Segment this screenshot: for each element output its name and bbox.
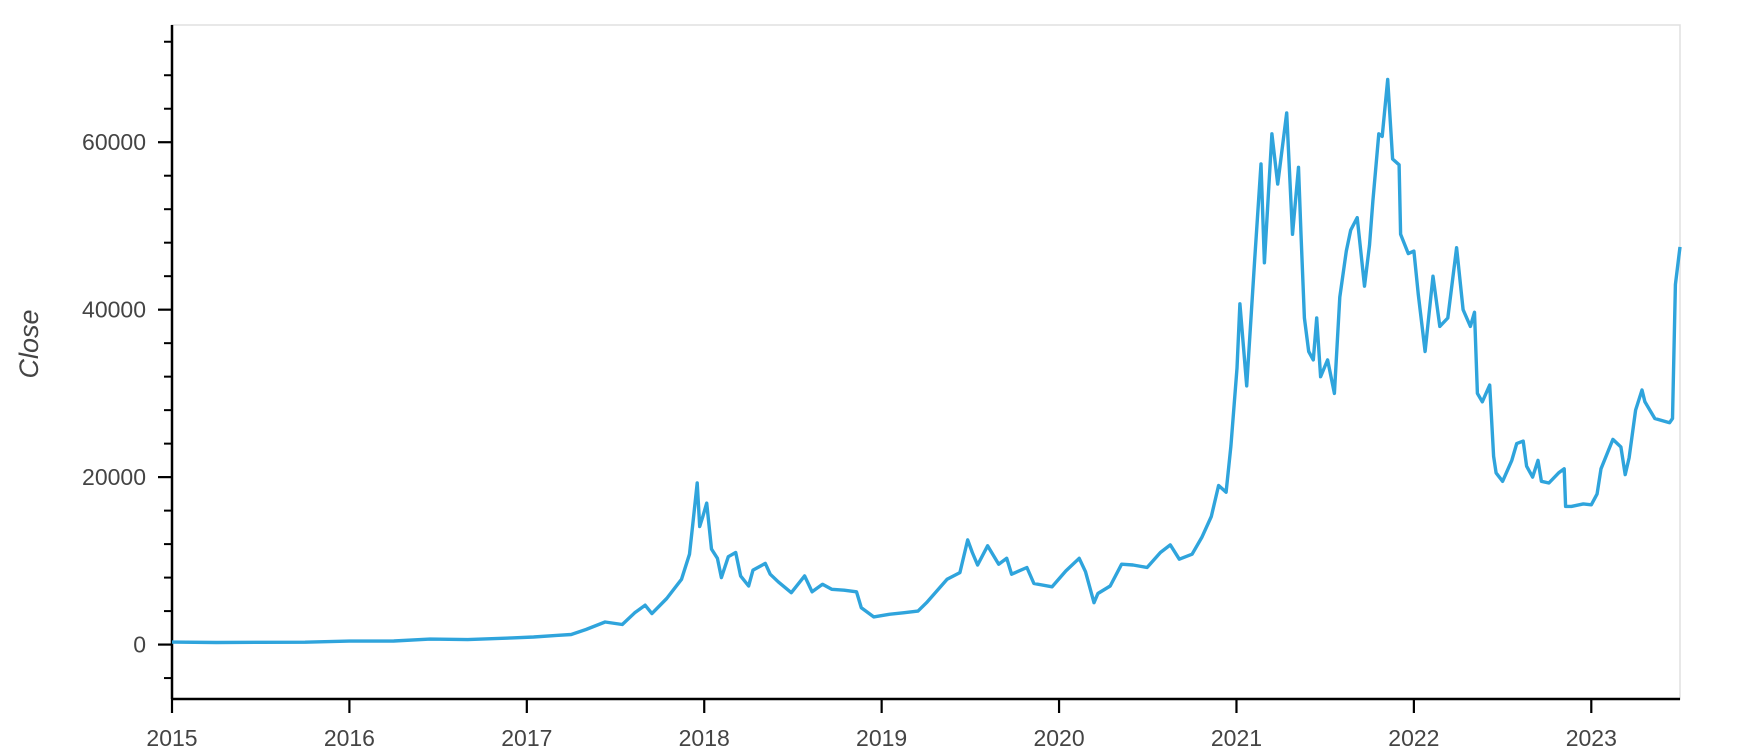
y-tick-label: 40000 [82, 297, 146, 323]
y-major-ticks: 0 20000 40000 60000 [82, 129, 172, 658]
y-minor-ticks [164, 40, 172, 680]
x-tick-label: 2022 [1388, 725, 1439, 750]
plot-frame [171, 24, 1681, 700]
y-tick-label: 20000 [82, 464, 146, 490]
x-tick-label: 2017 [501, 725, 552, 750]
x-tick-label: 2019 [856, 725, 907, 750]
x-tick-label: 2016 [324, 725, 375, 750]
y-tick-label: 0 [133, 632, 146, 658]
y-tick-label: 60000 [82, 129, 146, 155]
x-ticks: 2015 2016 2017 2018 2019 2020 2021 2022 2023 [146, 699, 1617, 750]
x-tick-label: 2023 [1566, 725, 1617, 750]
x-tick-label: 2018 [679, 725, 730, 750]
series-line-close [171, 77, 1682, 645]
x-tick-label: 2020 [1033, 725, 1084, 750]
y-axis-title: Close [14, 309, 44, 378]
x-tick-label: 2015 [146, 725, 197, 750]
x-tick-label: 2021 [1211, 725, 1262, 750]
